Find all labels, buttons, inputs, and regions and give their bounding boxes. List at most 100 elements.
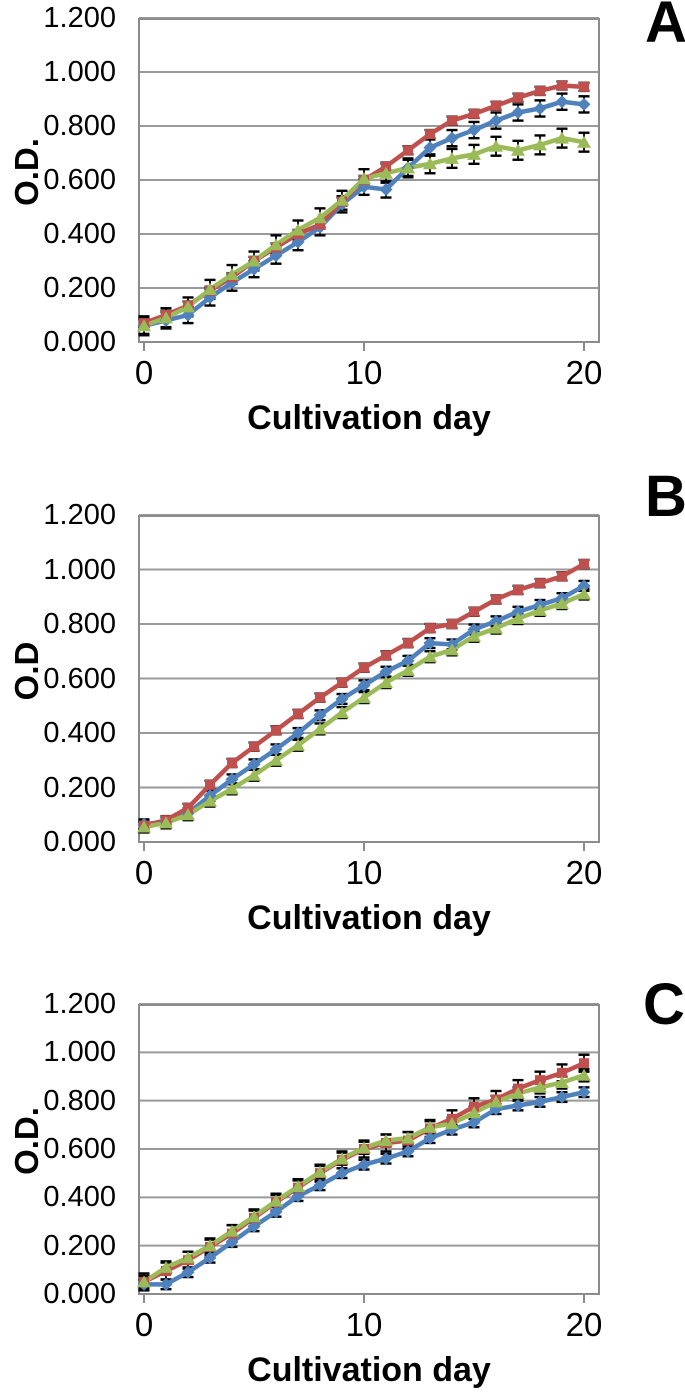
diamond-marker xyxy=(489,614,503,628)
triangle-marker xyxy=(555,131,569,144)
diamond-marker xyxy=(401,1144,415,1158)
triangle-marker xyxy=(577,587,591,600)
diamond-marker xyxy=(467,622,481,636)
square-marker xyxy=(271,725,281,736)
square-marker xyxy=(535,85,545,96)
x-axis-title: Cultivation day xyxy=(247,1351,491,1389)
y-tick-label: 0.200 xyxy=(43,1229,116,1262)
y-tick-label: 1.200 xyxy=(43,988,116,1020)
diamond-marker xyxy=(269,742,283,756)
triangle-marker xyxy=(269,753,283,766)
diamond-marker xyxy=(335,692,349,706)
triangle-marker xyxy=(335,193,349,206)
x-tick-label: 0 xyxy=(134,354,154,391)
triangle-marker xyxy=(313,1165,327,1178)
triangle-marker xyxy=(533,138,547,151)
diamond-marker xyxy=(423,141,437,155)
square-marker xyxy=(513,584,523,595)
y-tick-label: 0.800 xyxy=(43,608,116,640)
diamond-marker xyxy=(401,654,415,668)
diamond-marker xyxy=(247,1219,261,1233)
triangle-marker xyxy=(489,139,503,152)
triangle-marker xyxy=(489,1095,503,1108)
square-marker xyxy=(579,559,589,570)
square-marker xyxy=(535,1075,545,1086)
triangle-marker xyxy=(379,1134,393,1147)
diamond-marker xyxy=(379,665,393,679)
diamond-marker xyxy=(555,1090,569,1104)
triangle-marker xyxy=(379,676,393,689)
chart-panel-a: A O.D. 0.000 0.200 0.400 0.600 0.800 1.000 1.2… xyxy=(0,0,685,466)
triangle-marker xyxy=(247,768,261,781)
triangle-marker xyxy=(467,629,481,642)
square-marker xyxy=(447,619,457,629)
triangle-marker xyxy=(159,816,173,829)
x-axis-title: Cultivation day xyxy=(247,399,491,437)
square-marker xyxy=(557,1067,567,1078)
triangle-marker xyxy=(181,808,195,821)
diamond-marker xyxy=(577,1085,591,1099)
plot-area xyxy=(137,1003,600,1303)
triangle-marker xyxy=(555,1076,569,1089)
x-tick-label: 10 xyxy=(345,1306,383,1343)
diamond-marker xyxy=(357,678,371,692)
diamond-marker xyxy=(291,726,305,740)
square-marker xyxy=(359,662,369,673)
y-tick-label: 1.000 xyxy=(43,1036,116,1069)
triangle-marker xyxy=(445,151,459,164)
diamond-marker xyxy=(313,1178,327,1192)
square-marker xyxy=(491,100,501,111)
triangle-marker xyxy=(577,135,591,148)
diamond-marker xyxy=(489,114,503,128)
y-tick-label: 0.600 xyxy=(43,662,116,695)
triangle-marker xyxy=(181,1251,195,1264)
square-marker xyxy=(205,779,215,790)
diamond-marker xyxy=(379,182,393,196)
y-tick-label: 0.600 xyxy=(43,1133,116,1165)
y-tick-label: 0.200 xyxy=(43,272,116,304)
triangle-marker xyxy=(357,1141,371,1154)
x-tick-label: 20 xyxy=(565,854,603,891)
triangle-marker xyxy=(577,1068,591,1081)
square-marker xyxy=(579,1058,589,1069)
triangle-marker xyxy=(511,612,525,625)
diamond-marker xyxy=(511,605,525,619)
triangle-marker xyxy=(137,1275,151,1288)
diamond-marker xyxy=(159,1277,173,1291)
triangle-marker xyxy=(291,1179,305,1192)
chart-panel-b: B O.D 0.000 0.200 0.400 0.600 0.800 1.000 1.20… xyxy=(0,466,685,938)
triangle-marker xyxy=(401,161,415,174)
plot-border xyxy=(138,1004,600,1295)
diamond-marker xyxy=(467,1115,481,1129)
triangle-marker xyxy=(533,603,547,616)
triangle-marker xyxy=(159,1260,173,1273)
triangle-marker xyxy=(137,319,151,332)
diamond-marker xyxy=(533,1095,547,1109)
square-marker xyxy=(403,638,413,649)
diamond-marker xyxy=(247,757,261,771)
diamond-marker xyxy=(445,131,459,145)
y-tick-label: 0.800 xyxy=(43,110,116,142)
triangle-marker xyxy=(313,211,327,224)
diamond-marker xyxy=(335,1166,349,1180)
triangle-marker xyxy=(555,597,569,610)
diamond-marker xyxy=(577,97,591,111)
square-marker xyxy=(381,650,391,661)
square-marker xyxy=(491,594,501,605)
y-tick-label: 0.800 xyxy=(43,1084,116,1117)
diamond-marker xyxy=(423,1131,437,1145)
triangle-marker xyxy=(401,663,415,676)
x-tick-label: 10 xyxy=(345,354,383,391)
diamond-marker xyxy=(511,106,525,119)
square-marker xyxy=(337,677,347,688)
chart-panel-c: C O.D. 0.000 0.200 0.400 0.600 0.800 1.000 1.2… xyxy=(0,932,685,1398)
triangle-marker xyxy=(203,282,217,295)
square-marker xyxy=(249,741,259,752)
x-tick-label: 20 xyxy=(565,1306,603,1343)
plot-area xyxy=(137,514,600,851)
square-marker xyxy=(557,80,567,91)
square-marker xyxy=(381,161,391,172)
square-marker xyxy=(315,692,325,703)
diamond-marker xyxy=(379,1152,393,1166)
